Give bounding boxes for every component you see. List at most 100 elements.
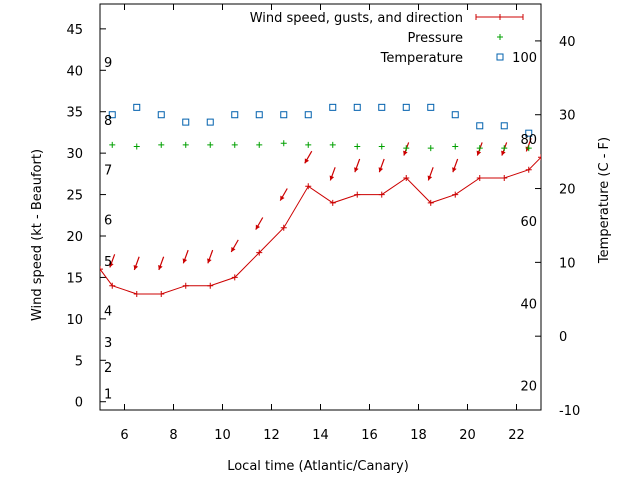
wind-speed-point [427,199,434,206]
arrow-head [158,264,163,270]
beaufort-label: 8 [104,114,112,129]
temperature-point [255,111,263,119]
y-tick-label-right: 40 [559,35,576,50]
wind-direction-arrow [279,188,288,201]
wind-direction-arrow [182,249,189,264]
pressure-point [305,141,312,148]
y-tick-label-left: 20 [66,230,83,245]
arrow-head [133,264,139,270]
y-tick-label-left: 40 [66,64,83,79]
wind-speed-point [378,191,385,198]
temperature-point [353,103,361,111]
pressure-point [182,141,189,148]
beaufort-label: 1 [104,387,112,402]
label-layer: 6 8 10 12 14 16 18 20 22051015202530354045-10010… [66,23,580,443]
wind-direction-arrow [427,167,434,181]
y-tick-label-left: 25 [66,189,83,204]
pressure-point [403,145,410,152]
wind-direction-arrow [255,217,264,230]
legend-pressure-label: Pressure [407,31,463,46]
pressure-point [378,143,385,150]
wind-speed-line [100,156,541,295]
temperature-point [378,103,386,111]
pressure-point [452,143,459,150]
y-tick-label-right: 30 [559,109,576,124]
arrow-head [280,195,285,201]
plot-frame [99,3,542,411]
arrow-head [476,150,482,156]
wind-speed-point [207,282,214,289]
arrow-head [378,167,384,173]
pressure-point [280,140,287,147]
pressure-point [427,145,434,152]
arrow-head [452,167,457,173]
legend-pressure-mark [497,34,503,40]
wind-speed-point [100,266,103,273]
y-tick-label-right: 0 [559,330,567,345]
pressure-point [476,145,483,152]
beaufort-label: 3 [104,336,112,351]
temperature-point [182,118,190,126]
arrow-head [255,224,261,230]
beaufort-label: 7 [104,164,112,179]
y-tick-label-left: 10 [66,313,83,328]
wind-direction-arrow [354,158,361,173]
fahrenheit-label: 40 [520,298,537,313]
y-tick-label-left: 30 [66,147,83,162]
arrow-head [182,258,188,264]
y-tick-label-left: 45 [66,23,83,38]
legend-temperature-label: Temperature [380,51,463,66]
fahrenheit-label: 100 [512,51,537,66]
arrow-head [231,247,236,253]
x-tick-label: 6 [120,428,128,443]
wind-speed-point [329,199,336,206]
wind-speed-point [538,154,541,161]
arrow-head [207,258,212,264]
arrow-head [109,262,114,268]
wind-speed-point [525,166,532,173]
pressure-point [109,141,116,148]
temperature-point [157,111,165,119]
arrow-head [501,150,506,156]
wind-speed-point [158,291,165,297]
temperature-point [108,111,116,119]
arrow-head [329,175,335,181]
pressure-point [501,145,508,152]
pressure-point [158,141,165,148]
x-tick-label: 10 [214,428,231,443]
y-tick-label-right: 10 [559,256,576,271]
wind-speed-point [256,249,263,256]
wind-speed-point [501,175,508,181]
axes-layer [99,3,542,411]
wind-direction-arrow [207,249,214,264]
pressure-point [354,143,361,150]
temperature-point [304,111,312,119]
x-tick-label: 12 [263,428,280,443]
temperature-point [427,103,435,111]
y-tick-label-left: 5 [75,354,83,369]
temperature-point [476,122,484,130]
x-tick-label: 14 [312,428,329,443]
beaufort-label: 5 [104,255,112,270]
temperature-point [329,103,337,111]
temperature-point [133,103,141,111]
pressure-point [231,141,238,148]
wind-speed-point [133,291,140,297]
legend-wind-label: Wind speed, gusts, and direction [250,11,463,26]
pressure-point [207,141,214,148]
fahrenheit-label: 80 [520,133,537,148]
x-tick-label: 18 [410,428,427,443]
temperature-point [231,111,239,119]
temperature-point [402,103,410,111]
wind-direction-arrow [158,256,165,271]
arrow-head [403,150,408,156]
x-tick-label: 8 [169,428,177,443]
legend-wind-mark [475,14,524,20]
beaufort-label: 9 [104,56,112,71]
temperature-point [280,111,288,119]
pressure-point [133,143,140,150]
pressure-point [525,145,532,152]
beaufort-label: 6 [104,213,112,228]
temperature-point [500,122,508,130]
